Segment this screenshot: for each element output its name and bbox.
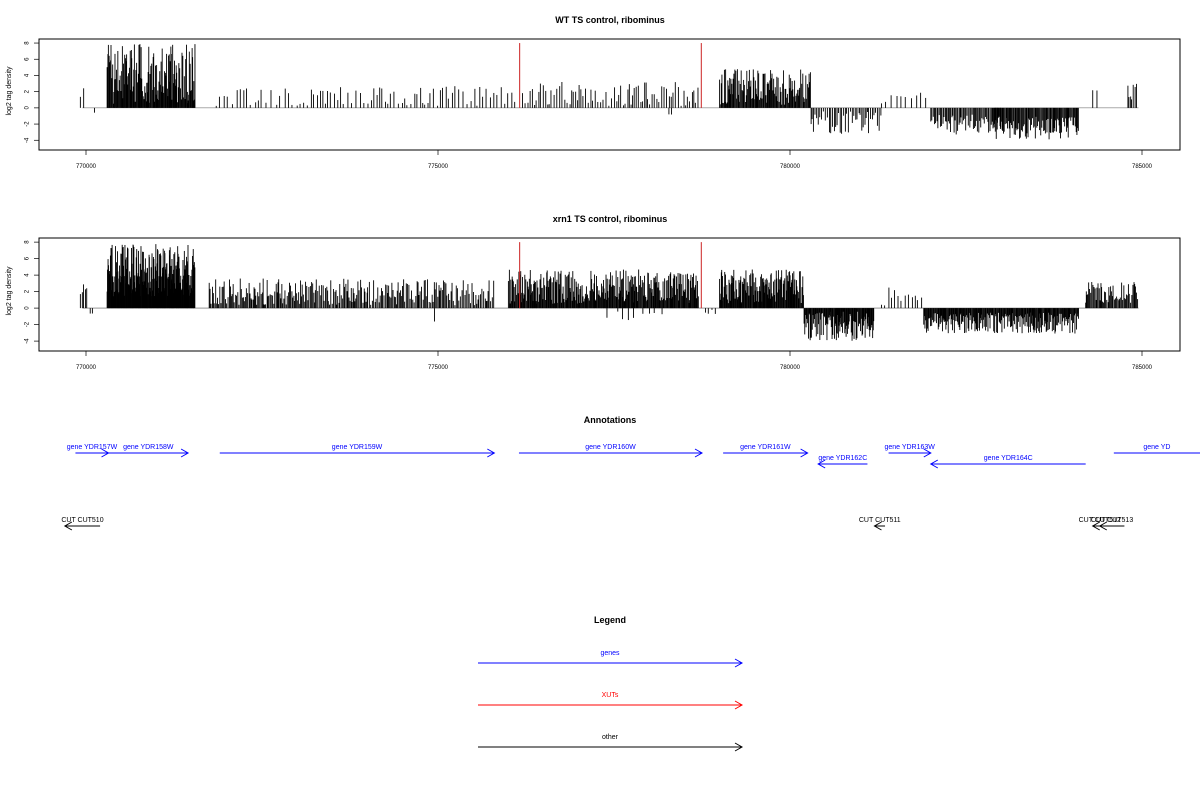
annotation-feature: gene YDR159W xyxy=(219,444,496,458)
track-panel-wt: WT TS control, ribominus log2 tag densit… xyxy=(6,15,1181,170)
annotation-feature: gene YDR161W xyxy=(723,444,809,458)
annotation-feature: gene YDR157W xyxy=(67,444,118,458)
track-bars xyxy=(79,244,1139,341)
y-tick-label: 8 xyxy=(25,240,31,244)
legend-item: other xyxy=(478,734,744,752)
y-tick-label: 6 xyxy=(25,57,31,61)
feature-label: gene YDR158W xyxy=(123,444,174,451)
y-tick-label: 0 xyxy=(25,306,31,310)
y-ticks: -4 -2 0 2 4 6 8 xyxy=(25,41,40,143)
y-tick-label: 4 xyxy=(25,273,31,277)
feature-arrowhead xyxy=(1098,521,1108,531)
annotation-feature: CUT CUT513 xyxy=(1091,517,1133,531)
y-tick-label: -2 xyxy=(25,121,31,127)
feature-label: CUT CUT513 xyxy=(1091,517,1133,524)
y-tick-label: 8 xyxy=(25,41,31,45)
x-tick-label: 770000 xyxy=(76,164,97,170)
feature-arrowhead xyxy=(63,521,73,531)
legend-label: XUTs xyxy=(602,692,619,699)
feature-label: gene YDR157W xyxy=(67,444,118,451)
track-highlights xyxy=(519,242,702,309)
y-tick-label: 2 xyxy=(25,289,31,293)
feature-label: gene YD xyxy=(1143,444,1170,451)
x-tick-label: 780000 xyxy=(780,365,801,371)
annotation-features: gene YDR157W gene YDR158W gene YDR159W gene… xyxy=(61,444,1200,531)
annotation-feature: CUT CUT510 xyxy=(61,517,104,531)
x-tick-label: 785000 xyxy=(1132,164,1153,170)
legend-label: other xyxy=(602,734,619,741)
legend-item: XUTs xyxy=(478,692,744,710)
y-tick-label: -4 xyxy=(25,137,31,143)
feature-arrowhead xyxy=(734,700,744,710)
annotation-feature: gene YD xyxy=(1113,444,1200,454)
feature-label: CUT CUT511 xyxy=(859,517,901,524)
track-title: xrn1 TS control, ribominus xyxy=(553,214,668,224)
track-highlights xyxy=(519,43,702,108)
feature-arrowhead xyxy=(734,658,744,668)
x-ticks: 770000 775000 780000 785000 xyxy=(76,149,1153,170)
feature-arrowhead xyxy=(1091,521,1100,531)
track-bars xyxy=(79,44,1139,140)
y-ticks: -4 -2 0 2 4 6 8 xyxy=(25,240,40,344)
feature-label: gene YDR159W xyxy=(332,444,383,451)
annotation-feature: gene YDR162C xyxy=(817,455,868,469)
feature-label: gene YDR162C xyxy=(818,455,867,462)
feature-arrowhead xyxy=(800,448,809,458)
y-axis-label: log2 tag density xyxy=(6,66,13,116)
track-panel-xrn1: xrn1 TS control, ribominus log2 tag dens… xyxy=(6,214,1181,371)
feature-arrowhead xyxy=(180,448,190,458)
x-tick-label: 770000 xyxy=(76,365,97,371)
legend-panel: Legend genes XUTs other xyxy=(478,615,744,752)
feature-arrowhead xyxy=(923,448,932,458)
y-tick-label: -4 xyxy=(25,338,31,344)
legend-label: genes xyxy=(600,650,620,657)
feature-label: gene YDR164C xyxy=(984,455,1033,462)
annotations-panel: Annotations gene YDR157W gene YDR158W gene… xyxy=(61,415,1200,531)
plot-frame xyxy=(38,38,1181,151)
annotations-title: Annotations xyxy=(584,415,637,425)
feature-label: gene YDR163W xyxy=(884,444,935,451)
track-title: WT TS control, ribominus xyxy=(555,15,665,25)
feature-label: gene YDR161W xyxy=(740,444,791,451)
feature-arrowhead xyxy=(694,448,704,458)
y-tick-label: -2 xyxy=(25,321,31,327)
y-tick-label: 0 xyxy=(25,106,31,110)
feature-arrowhead xyxy=(817,459,826,469)
annotation-feature: gene YDR164C xyxy=(929,455,1086,469)
legend-title: Legend xyxy=(594,615,626,625)
feature-label: CUT CUT510 xyxy=(61,517,103,524)
feature-arrowhead xyxy=(487,448,496,458)
annotation-feature: CUT CUT511 xyxy=(859,517,901,531)
x-tick-label: 780000 xyxy=(780,164,801,170)
legend-items: genes XUTs other xyxy=(478,650,744,752)
x-tick-label: 785000 xyxy=(1132,365,1153,371)
legend-item: genes xyxy=(478,650,744,668)
x-ticks: 770000 775000 780000 785000 xyxy=(76,350,1153,371)
y-tick-label: 6 xyxy=(25,256,31,260)
feature-arrowhead xyxy=(734,742,744,752)
annotation-feature: gene YDR160W xyxy=(518,444,704,458)
feature-arrowhead xyxy=(873,521,882,531)
x-tick-label: 775000 xyxy=(428,164,449,170)
y-tick-label: 4 xyxy=(25,73,31,77)
annotation-feature: gene YDR163W xyxy=(884,444,935,458)
feature-label: gene YDR160W xyxy=(585,444,636,451)
feature-label: CUT CUT512 xyxy=(1079,517,1121,524)
y-axis-label: log2 tag density xyxy=(6,266,13,316)
feature-arrowhead xyxy=(929,459,939,469)
x-tick-label: 775000 xyxy=(428,365,449,371)
annotation-feature: gene YDR158W xyxy=(108,444,190,458)
y-tick-label: 2 xyxy=(25,89,31,93)
